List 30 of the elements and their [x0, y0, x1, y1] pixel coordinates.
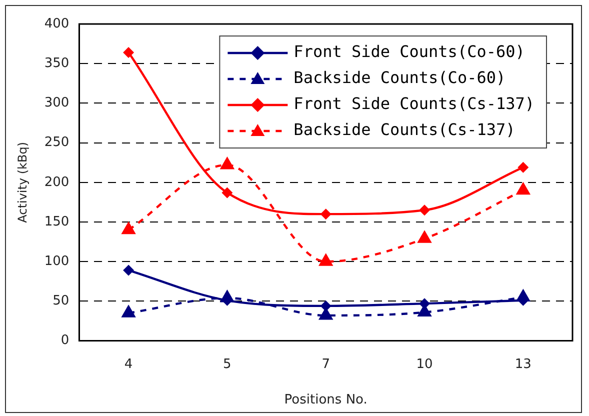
- y-axis-title: Activity (kBq): [15, 142, 30, 223]
- y-tick-label: 0: [60, 333, 70, 348]
- point: [222, 187, 233, 198]
- legend-label: Front Side Counts(Co-60): [294, 42, 525, 62]
- y-tick-label: 50: [52, 294, 70, 309]
- y-tick-label: 400: [44, 16, 70, 32]
- point: [121, 304, 136, 318]
- y-tick-label: 300: [44, 96, 70, 111]
- point: [417, 230, 432, 243]
- x-tick-label: 7: [322, 356, 330, 372]
- legend-label: Front Side Counts(Cs-137): [294, 94, 535, 114]
- point: [320, 208, 332, 220]
- point: [419, 204, 430, 216]
- x-tick-label: 13: [514, 356, 532, 372]
- point: [123, 47, 134, 58]
- point: [516, 182, 531, 195]
- point: [518, 162, 529, 173]
- legend-label: Backside Counts(Cs-137): [294, 120, 516, 140]
- x-tick-label: 10: [416, 356, 433, 372]
- y-tick-label: 200: [44, 174, 70, 190]
- y-tick-label: 350: [44, 56, 70, 71]
- x-tick-label: 5: [223, 356, 232, 372]
- x-axis-title: Positions No.: [284, 392, 368, 408]
- y-tick-label: 250: [44, 135, 70, 150]
- point: [121, 221, 136, 234]
- y-tick-label: 150: [44, 214, 70, 230]
- point: [318, 253, 334, 266]
- y-tick-label: 100: [44, 254, 70, 269]
- legend-label: Backside Counts(Co-60): [294, 68, 506, 88]
- x-tick-label: 4: [124, 356, 133, 372]
